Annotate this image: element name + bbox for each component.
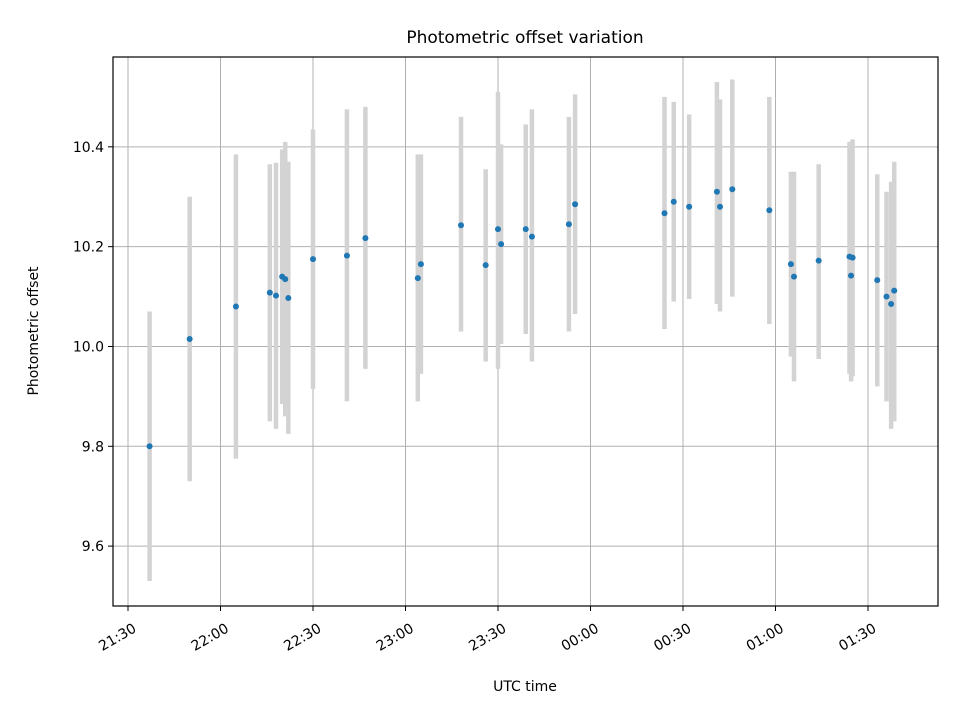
data-point [766, 207, 773, 214]
data-point [670, 198, 677, 205]
x-tick-label: 22:30 [281, 621, 324, 655]
errorbar-layer [147, 79, 897, 582]
data-point [343, 252, 350, 259]
data-point [874, 277, 881, 284]
y-tick-label: 10.4 [73, 140, 104, 156]
data-point [729, 186, 736, 193]
data-point [572, 201, 579, 208]
data-point [791, 273, 797, 280]
data-point [498, 241, 505, 248]
y-tick-label: 9.8 [82, 439, 104, 455]
x-tick-label: 21:30 [96, 621, 139, 655]
data-point [273, 292, 279, 299]
data-point [146, 443, 153, 450]
data-point [362, 235, 369, 242]
data-point [883, 293, 890, 300]
data-point [522, 226, 529, 233]
data-point [495, 226, 501, 233]
data-point [713, 188, 720, 195]
data-point [661, 210, 668, 217]
x-tick-label: 00:30 [651, 621, 694, 655]
data-point [848, 272, 855, 279]
data-point [285, 295, 292, 302]
data-point [186, 335, 193, 342]
y-axis-label: Photometric offset [26, 266, 42, 396]
x-tick-label: 01:30 [836, 621, 879, 655]
x-tick-label: 22:00 [189, 621, 232, 655]
data-point [310, 256, 316, 263]
y-tick-label: 9.6 [82, 539, 104, 555]
data-point [266, 289, 273, 296]
point-layer [146, 186, 898, 450]
data-point [787, 261, 794, 268]
chart-title: Photometric offset variation [406, 28, 643, 48]
data-point [891, 287, 898, 294]
data-point [417, 261, 424, 268]
data-point [849, 254, 856, 261]
x-axis-label: UTC time [493, 679, 557, 695]
data-point [528, 233, 535, 240]
y-tick-label: 10.2 [73, 240, 104, 256]
data-point [414, 275, 421, 282]
data-point [888, 301, 895, 308]
data-point [458, 222, 464, 229]
y-tick-label: 10.0 [73, 339, 104, 355]
data-point [815, 257, 822, 264]
x-tick-label: 01:00 [744, 621, 787, 655]
data-point [717, 203, 723, 210]
data-point [565, 221, 572, 228]
x-tick-label: 23:00 [374, 621, 417, 655]
tick-layer: 21:30 22:00 22:30 23:00 23:30 00:00 00:30 01:00… [73, 140, 879, 655]
data-point [282, 276, 289, 283]
x-tick-label: 00:00 [559, 621, 602, 655]
x-tick-label: 23:30 [466, 621, 509, 655]
data-point [482, 262, 489, 269]
data-point [686, 203, 693, 210]
data-point [232, 303, 239, 310]
plot-frame [112, 56, 939, 607]
